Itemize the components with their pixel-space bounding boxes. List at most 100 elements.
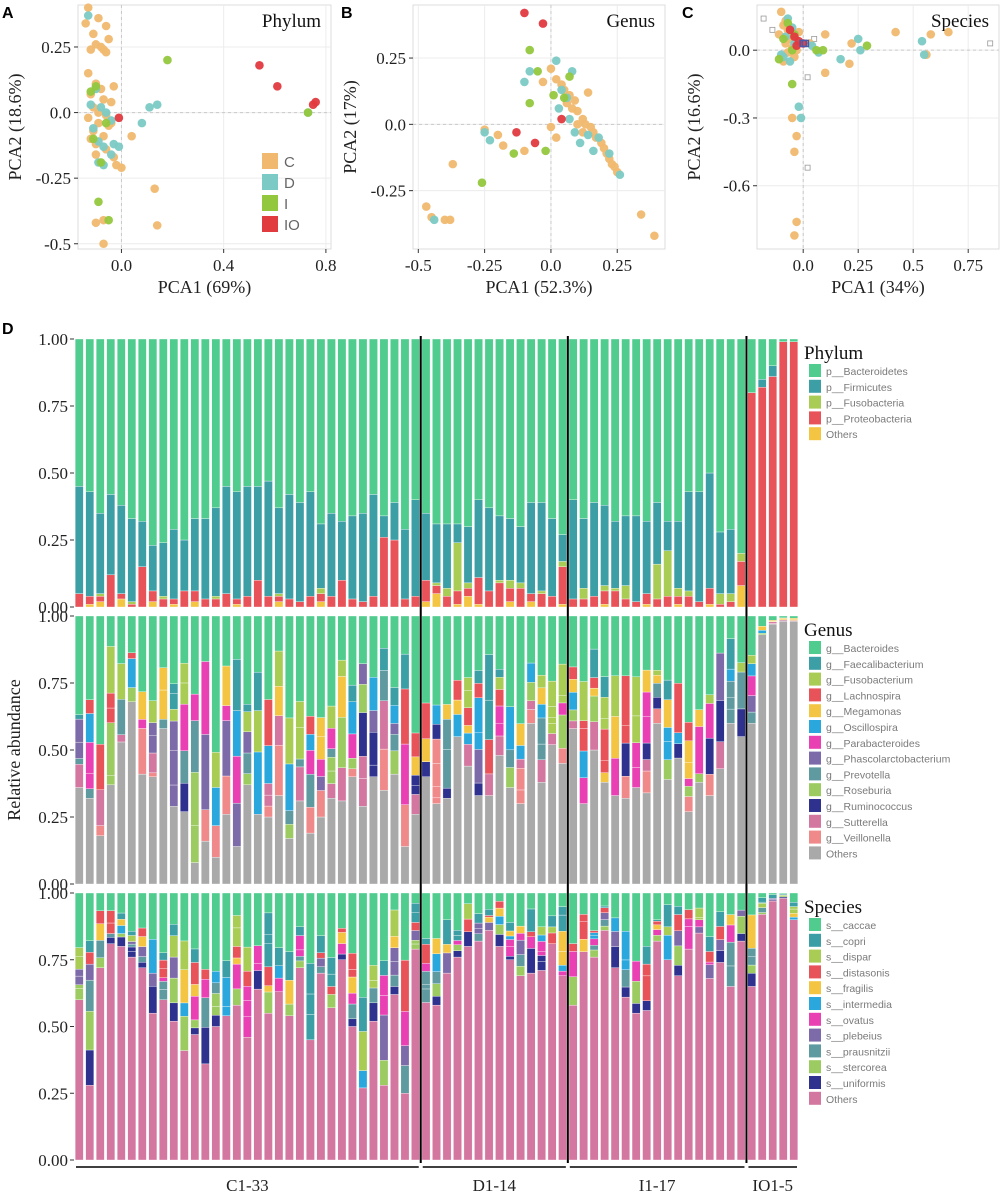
bar-segment xyxy=(568,728,578,885)
bar-segment xyxy=(453,542,462,592)
bar-segment xyxy=(369,1002,378,1022)
bar-segment xyxy=(684,596,693,608)
bar-segment xyxy=(547,915,557,928)
scatter-point xyxy=(856,45,865,55)
bar-segment xyxy=(463,690,473,708)
bar-segment xyxy=(547,706,557,718)
bar-segment xyxy=(642,792,651,885)
bar-segment xyxy=(642,770,651,794)
bar-segment xyxy=(558,566,567,605)
bar-segment xyxy=(106,722,116,776)
bar-segment xyxy=(474,795,483,885)
bar-segment xyxy=(169,615,179,684)
bar-segment xyxy=(757,387,767,608)
bar-segment xyxy=(74,988,84,1000)
bar-segment xyxy=(705,703,714,739)
bar-segment xyxy=(600,781,609,885)
bar-segment xyxy=(789,916,799,920)
bar-segment xyxy=(610,795,620,885)
bar-segment xyxy=(495,615,504,670)
bar-segment xyxy=(516,803,525,885)
bar-segment xyxy=(411,814,420,885)
bar-segment xyxy=(547,733,557,745)
bar-segment xyxy=(747,338,756,393)
scatter-point xyxy=(538,77,548,87)
bar-segment xyxy=(516,966,525,976)
bar-segment xyxy=(547,926,557,934)
panel-letter: B xyxy=(341,5,353,22)
bar-segment xyxy=(453,956,462,1161)
bar-segment xyxy=(495,582,504,608)
bar-segment xyxy=(652,935,662,942)
bar-segment xyxy=(232,946,242,959)
bar-segment xyxy=(306,734,315,751)
bar-segment xyxy=(85,1049,95,1086)
bar-segment xyxy=(600,905,609,908)
bar-segment xyxy=(337,580,347,608)
scatter-point xyxy=(99,95,108,104)
bar-segment xyxy=(106,784,116,885)
bar-segment xyxy=(432,338,441,525)
bar-segment xyxy=(694,892,704,909)
bar-segment xyxy=(127,658,137,688)
bar-segment xyxy=(400,1011,410,1046)
bar-segment xyxy=(285,1015,294,1161)
bar-segment xyxy=(621,776,630,799)
bar-segment xyxy=(673,521,683,589)
legend-label: s__uniformis xyxy=(826,1078,886,1090)
scatter-point xyxy=(273,82,282,91)
bar-segment xyxy=(579,720,588,729)
pca-panel-c: 0.0 0.25 0.5 0.75 0.0 -0.3 -0.6 PCA1 (34%) PCA2 … xyxy=(682,4,1000,298)
y-tick-label: 0.50 xyxy=(38,464,68,483)
bar-segment xyxy=(232,615,242,660)
bar-segment xyxy=(537,338,546,503)
legend-swatch xyxy=(809,814,821,828)
bar-segment xyxy=(600,925,609,931)
bar-segment xyxy=(306,715,315,735)
bar-segment xyxy=(232,846,242,885)
bar-segment xyxy=(169,693,179,710)
bar-segment xyxy=(484,892,494,910)
bar-segment xyxy=(579,681,588,721)
scatter-point xyxy=(575,138,585,148)
bar-segment xyxy=(369,677,378,711)
bar-segment xyxy=(274,593,284,597)
bar-segment xyxy=(757,892,767,898)
bar-segment xyxy=(705,951,714,963)
scatter-point xyxy=(546,64,556,73)
bar-segment xyxy=(621,338,630,517)
bar-segment xyxy=(348,515,357,600)
bar-segment xyxy=(642,593,651,605)
legend-label: g__Parabacteroides xyxy=(826,738,920,750)
bar-segment xyxy=(495,907,504,917)
bar-segment xyxy=(306,615,315,717)
bar-segment xyxy=(579,338,588,519)
bar-segment xyxy=(95,910,105,924)
bar-segment xyxy=(726,638,735,670)
bar-segment xyxy=(736,708,746,737)
bar-segment xyxy=(264,699,273,746)
bar-segment xyxy=(264,794,273,807)
bar-segment xyxy=(495,515,504,581)
bar-segment xyxy=(474,922,483,929)
bar-segment xyxy=(516,925,525,934)
bar-segment xyxy=(610,675,620,717)
bar-segment xyxy=(495,916,504,925)
legend-label: s__distasonis xyxy=(826,967,890,979)
legend-swatch xyxy=(809,799,821,812)
bar-segment xyxy=(726,601,735,608)
bar-segment xyxy=(495,946,504,1161)
bar-segment xyxy=(358,601,368,608)
bar-segment xyxy=(159,598,168,608)
bar-segment xyxy=(117,919,126,926)
scatter-point xyxy=(533,67,542,76)
bar-segment xyxy=(642,742,651,760)
bar-segment xyxy=(778,898,788,1161)
bar-segment xyxy=(316,972,326,1161)
open-marker xyxy=(769,26,776,33)
bar-segment xyxy=(211,892,221,972)
bar-subplot-species: 1.00 0.75 0.50 0.25 0.00 Species s__caccae s__c… xyxy=(38,884,892,1170)
bar-segment xyxy=(411,892,420,904)
scatter-point xyxy=(551,74,561,84)
bar-segment xyxy=(201,598,210,608)
